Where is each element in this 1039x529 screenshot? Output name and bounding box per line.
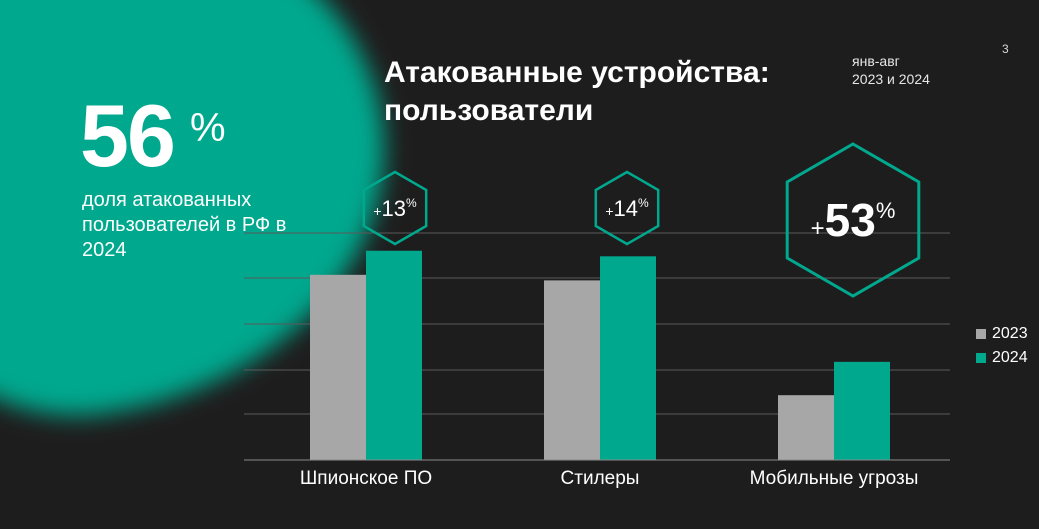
headline-value: 56	[80, 86, 176, 185]
bar-2023-0	[310, 274, 366, 460]
bar-2023-2	[778, 395, 834, 460]
legend-item-2023: 2023	[976, 322, 1028, 346]
legend-label-2023: 2023	[992, 325, 1028, 342]
legend-swatch-2024	[976, 353, 986, 363]
page-number: 3	[1002, 42, 1009, 56]
legend: 2023 2024	[976, 322, 1028, 370]
annotation-unit-2: %	[876, 198, 896, 223]
chart-title: Атакованные устройства: пользователи	[384, 56, 770, 127]
bar-2024-0	[366, 250, 422, 460]
annotation-value-2: 53	[825, 194, 876, 246]
annotation-0: +13%	[373, 196, 417, 221]
bar-2024-1	[600, 256, 656, 460]
legend-label-2024: 2024	[992, 349, 1028, 366]
headline-description: доля атакованных пользователей в РФ в 20…	[82, 189, 287, 261]
category-label-2: Мобильные угрозы	[750, 468, 919, 489]
period-line1: янв-авг	[852, 53, 900, 69]
legend-item-2024: 2024	[976, 346, 1028, 370]
annotation-value-1: 14	[614, 196, 638, 221]
annotation-unit-0: %	[406, 196, 417, 210]
hexagon-0	[362, 170, 428, 246]
headline-unit: %	[190, 106, 226, 150]
annotation-sign-2: +	[811, 215, 825, 242]
hexagon-1	[594, 170, 660, 246]
bar-2023-1	[544, 280, 600, 460]
period-label: янв-авг 2023 и 2024	[852, 52, 930, 88]
annotation-2: +53%	[811, 194, 896, 246]
bar-2024-2	[834, 361, 890, 460]
annotation-1: +14%	[605, 196, 649, 221]
annotation-sign-1: +	[605, 203, 613, 219]
legend-swatch-2023	[976, 329, 986, 339]
period-line2: 2023 и 2024	[852, 71, 930, 87]
annotation-value-0: 13	[382, 196, 406, 221]
annotation-unit-1: %	[638, 196, 649, 210]
category-label-1: Стилеры	[561, 468, 640, 489]
hexagon-2	[785, 142, 921, 298]
annotation-sign-0: +	[373, 203, 381, 219]
category-label-0: Шпионское ПО	[300, 468, 432, 489]
